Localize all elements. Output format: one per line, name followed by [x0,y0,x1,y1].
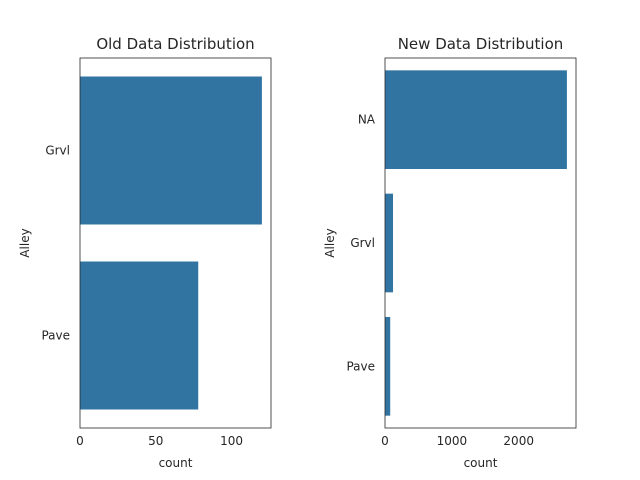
y-tick-label-pave: Pave [41,329,70,343]
bars [385,70,567,416]
y-tick-labels: NA Grvl Pave [346,113,375,374]
bar-na [385,70,567,169]
bar-grvl [80,76,262,225]
bar-pave [80,261,199,410]
y-tick-label-grvl: Grvl [45,144,70,158]
chart-old-data-distribution: Old Data Distribution Grvl Pave 0 50 100 co… [18,35,272,470]
x-tick-label-2000: 2000 [503,434,534,448]
x-tick-label-100: 100 [220,434,243,448]
chart-title: New Data Distribution [398,35,564,53]
x-tick-label-50: 50 [148,434,163,448]
x-tick-label-0: 0 [76,434,84,448]
bars [80,76,262,410]
x-axis-label: count [464,456,498,470]
x-tick-label-0: 0 [381,434,389,448]
y-tick-label-grvl: Grvl [350,236,375,250]
x-axis-label: count [159,456,193,470]
x-tick-label-1000: 1000 [437,434,468,448]
chart-new-data-distribution: New Data Distribution NA Grvl Pave 0 1000 20… [323,35,577,470]
x-tick-labels: 0 1000 2000 [381,434,534,448]
y-tick-labels: Grvl Pave [41,144,70,343]
y-axis-label: Alley [323,228,337,257]
plot-frame [384,57,577,429]
y-tick-label-na: NA [358,113,376,127]
bar-pave [385,317,391,416]
plot-frame [79,57,272,429]
chart-title: Old Data Distribution [96,35,254,53]
y-tick-label-pave: Pave [346,359,375,373]
y-axis-label: Alley [18,228,32,257]
x-tick-labels: 0 50 100 [76,434,243,448]
bar-grvl [385,193,394,293]
